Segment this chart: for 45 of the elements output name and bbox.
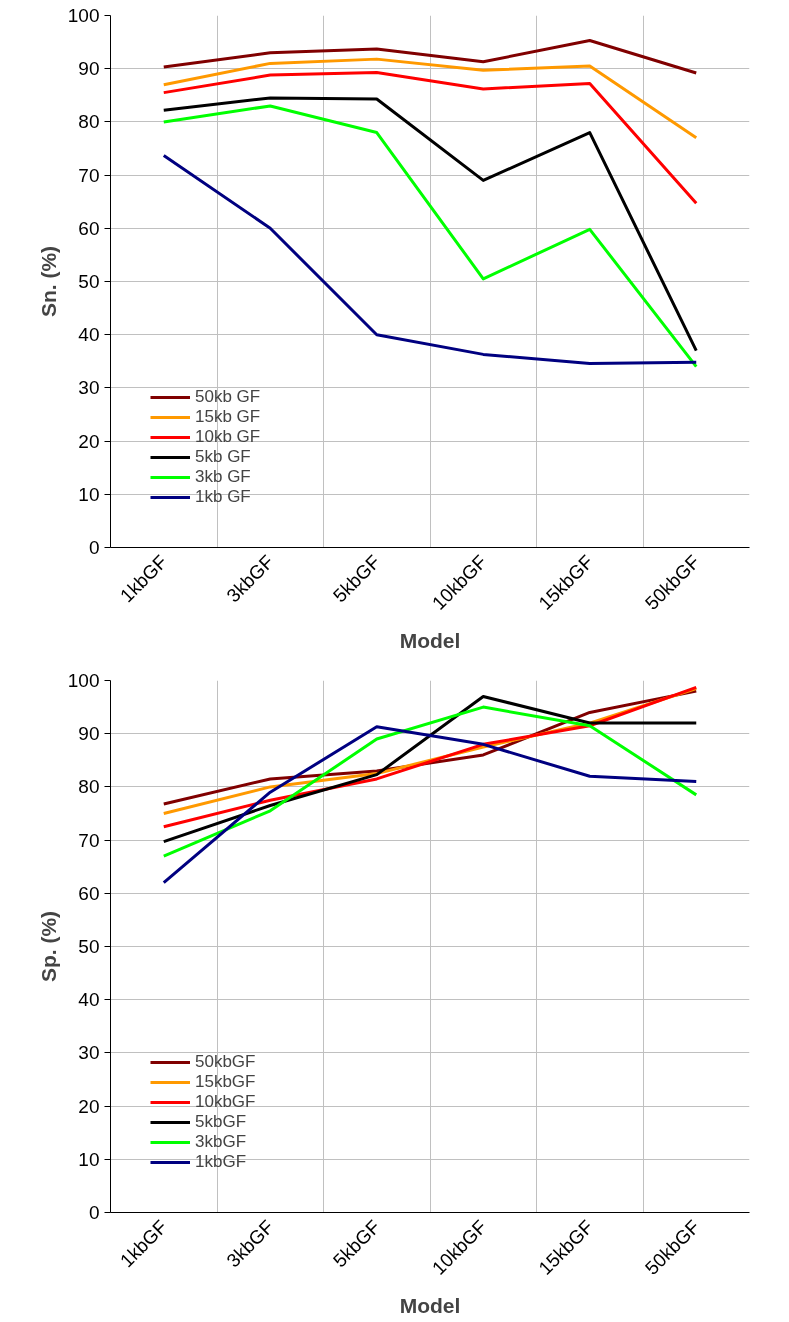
y-tick-label: 80 bbox=[78, 111, 100, 133]
legend-label: 5kbGF bbox=[195, 1112, 247, 1132]
line-series bbox=[162, 70, 698, 205]
y-tick-label: 20 bbox=[78, 430, 100, 452]
legend-label: 3kbGF bbox=[195, 1132, 247, 1152]
line-series bbox=[162, 57, 698, 140]
y-tick-label: 60 bbox=[78, 217, 100, 239]
legend-label: 1kbGF bbox=[195, 1152, 247, 1172]
legend-label: 50kbGF bbox=[195, 1052, 256, 1072]
y-tick-label: 90 bbox=[78, 723, 100, 745]
x-axis-title: Model bbox=[399, 1294, 461, 1318]
y-tick-label: 10 bbox=[78, 483, 100, 505]
y-tick-label: 10 bbox=[78, 1148, 100, 1170]
y-tick-label: 50 bbox=[78, 936, 100, 957]
y-tick-label: 50 bbox=[78, 271, 100, 292]
y-tick-label: 40 bbox=[78, 324, 100, 346]
line-series bbox=[162, 725, 698, 885]
y-tick-label: 0 bbox=[88, 537, 100, 558]
legend-label: 15kb GF bbox=[195, 407, 261, 427]
y-tick-label: 70 bbox=[78, 829, 100, 851]
line-series bbox=[162, 694, 698, 844]
line-series bbox=[162, 39, 698, 75]
y-tick-label: 30 bbox=[78, 1042, 100, 1064]
legend-label: 50kb GF bbox=[195, 387, 261, 407]
legend-label: 5kb GF bbox=[195, 447, 251, 467]
y-tick-label: 60 bbox=[78, 882, 100, 904]
y-tick-label: 90 bbox=[78, 58, 100, 80]
x-axis-title: Model bbox=[399, 629, 461, 653]
y-axis-title: Sn. (%) bbox=[36, 245, 60, 318]
y-tick-label: 100 bbox=[67, 5, 100, 26]
y-axis-title: Sp. (%) bbox=[36, 910, 60, 983]
legend-label: 15kbGF bbox=[195, 1072, 256, 1092]
line-series bbox=[162, 153, 698, 365]
legend-label: 10kb GF bbox=[195, 427, 261, 447]
y-tick-label: 70 bbox=[78, 164, 100, 186]
y-tick-label: 80 bbox=[78, 776, 100, 798]
y-tick-label: 20 bbox=[78, 1095, 100, 1117]
y-tick-label: 30 bbox=[78, 377, 100, 399]
y-tick-label: 40 bbox=[78, 989, 100, 1011]
line-series bbox=[162, 705, 698, 858]
legend-label: 1kb GF bbox=[195, 487, 251, 507]
legend-label: 10kbGF bbox=[195, 1092, 256, 1112]
legend-label: 3kb GF bbox=[195, 467, 251, 487]
y-tick-label: 0 bbox=[88, 1202, 100, 1223]
y-tick-label: 100 bbox=[67, 670, 100, 691]
